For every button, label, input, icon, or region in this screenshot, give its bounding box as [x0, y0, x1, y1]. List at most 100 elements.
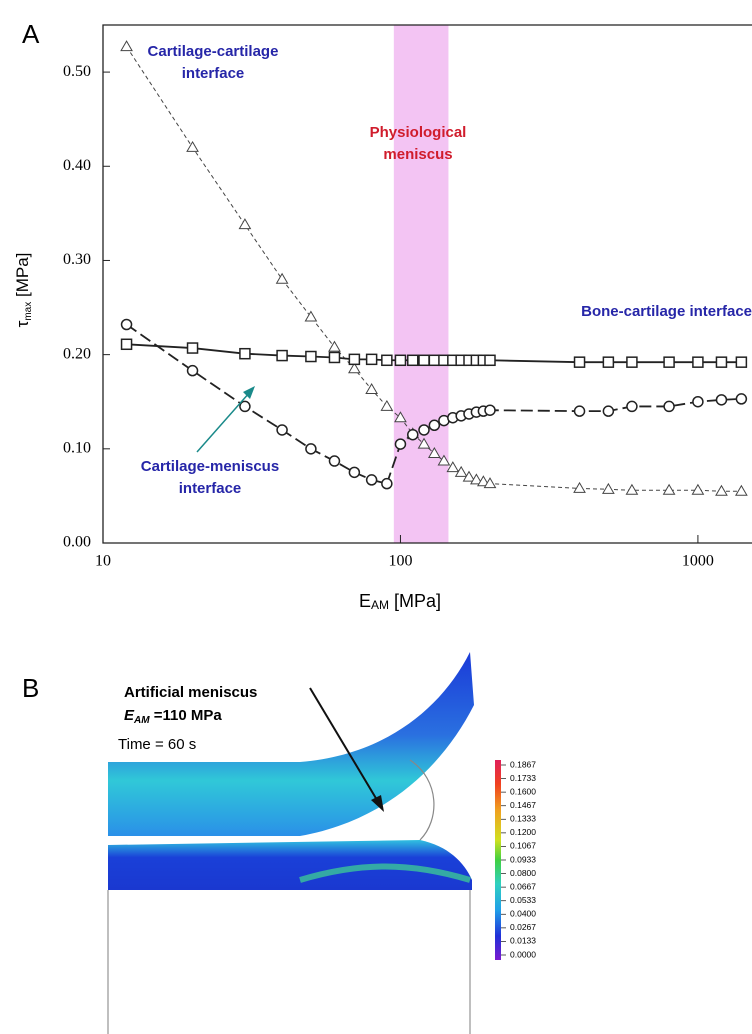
colorbar-label: 0.1733: [510, 773, 536, 783]
triangle-marker: [275, 272, 289, 284]
annotation-arrow-head: [243, 386, 255, 399]
circle-marker: [428, 419, 441, 432]
triangle-marker: [662, 483, 676, 495]
square-marker: [715, 356, 728, 368]
triangle-marker: [417, 437, 431, 449]
triangle-marker: [348, 362, 361, 374]
arrow: [309, 687, 381, 806]
subscript: AM: [133, 715, 150, 726]
triangle-marker: [380, 399, 394, 411]
y-tick-label: 0.10: [63, 439, 91, 456]
square-marker: [348, 353, 361, 366]
square-marker: [735, 356, 748, 368]
square-marker: [418, 354, 430, 367]
value: =110 MPa: [150, 707, 223, 724]
circle-marker: [626, 400, 638, 413]
colorbar-label: 0.0400: [510, 909, 536, 919]
triangle-marker: [462, 470, 476, 482]
arc-line: [409, 759, 435, 841]
panel-label: B: [22, 673, 39, 703]
triangle-marker: [446, 461, 460, 473]
colorbar-label: 0.0000: [510, 949, 536, 959]
colorbar-label: 0.1067: [510, 841, 536, 851]
circle-marker: [120, 318, 133, 331]
triangle-marker: [477, 475, 490, 487]
y-tick-label: 0.20: [63, 345, 91, 362]
symbol: E: [124, 707, 135, 724]
colorbar-label: 0.1467: [510, 800, 536, 810]
triangle-marker: [365, 382, 378, 394]
triangle-marker: [437, 454, 451, 466]
cartilage-mesh: [108, 652, 474, 836]
x-axis-label: EAM [MPa]: [359, 591, 441, 612]
triangle-marker: [601, 482, 615, 494]
unit: [MPa]: [13, 253, 32, 302]
square-marker: [186, 342, 199, 354]
time-label: Time = 60 s: [118, 736, 196, 753]
circle-marker: [602, 405, 615, 417]
colorbar-label: 0.0533: [510, 895, 536, 905]
square-marker: [394, 354, 407, 367]
annotation-arrow: [196, 391, 251, 453]
colorbar: [495, 760, 501, 960]
x-tick-label: 10: [95, 553, 111, 570]
triangle-marker: [427, 447, 441, 459]
circle-marker: [418, 424, 430, 436]
panel-b: B Artificial meniscus EAM =110 MPa Time …: [22, 652, 536, 1034]
circle-marker: [239, 400, 251, 413]
triangle-marker: [394, 411, 407, 423]
circle-marker: [186, 364, 199, 377]
triangle-marker: [715, 484, 728, 496]
triangle-marker: [625, 483, 639, 495]
symbol: τ: [13, 320, 32, 327]
symbol: E: [359, 591, 371, 611]
circle-marker: [735, 393, 748, 405]
circle-marker: [348, 466, 361, 479]
colorbar-labels: 0.1867 0.1733 0.1600 0.1467 0.1333 0.1200 0.10…: [501, 759, 536, 959]
annotation: Artificial meniscus: [124, 684, 257, 701]
band-label: Physiological: [370, 124, 467, 141]
annotation: EAM =110 MPa: [124, 707, 222, 726]
arrow-head: [371, 795, 384, 812]
square-marker: [663, 356, 675, 368]
colorbar-label: 0.1867: [510, 759, 536, 769]
circle-marker: [407, 428, 419, 441]
colorbar-label: 0.1200: [510, 827, 536, 837]
panel-label: A: [22, 19, 40, 49]
stress-region: [299, 863, 471, 883]
subscript: max: [23, 302, 34, 321]
circle-marker: [365, 474, 378, 486]
circle-marker: [276, 424, 288, 436]
circle-marker: [484, 404, 496, 416]
square-marker: [305, 350, 317, 363]
colorbar-label: 0.0133: [510, 936, 536, 946]
series-annotation: Cartilage-meniscus: [141, 458, 279, 475]
series-annotation: Cartilage-cartilage: [148, 43, 279, 60]
meniscus-mesh: [108, 840, 472, 890]
circle-marker: [394, 438, 407, 450]
circle-marker: [715, 394, 728, 406]
colorbar-label: 0.0267: [510, 922, 536, 932]
square-marker: [381, 354, 393, 367]
colorbar-label: 0.0667: [510, 881, 536, 891]
circle-marker: [663, 400, 675, 413]
colorbar-label: 0.0800: [510, 868, 536, 878]
triangle-marker: [328, 340, 341, 352]
triangle-marker: [304, 310, 318, 322]
circle-marker: [692, 395, 704, 408]
circle-marker: [381, 477, 393, 490]
x-tick-label: 100: [388, 553, 412, 570]
triangle-marker: [573, 481, 586, 493]
triangle-marker: [454, 465, 468, 477]
square-marker: [365, 353, 378, 366]
y-tick-label: 0.30: [63, 251, 91, 268]
square-marker: [407, 354, 419, 367]
y-tick-label: 0.40: [63, 157, 91, 174]
triangle-marker: [186, 140, 199, 152]
y-axis-label: τmax [MPa]: [13, 253, 33, 328]
series-annotation: interface: [182, 65, 245, 82]
subscript: AM: [371, 598, 389, 612]
square-marker: [484, 354, 496, 367]
circle-marker: [573, 405, 586, 417]
